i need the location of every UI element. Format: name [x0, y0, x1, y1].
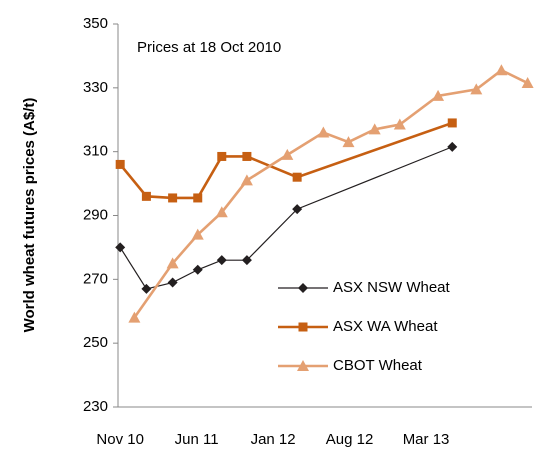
- legend-label: CBOT Wheat: [333, 357, 423, 374]
- data-point: [470, 83, 483, 95]
- data-point: [193, 193, 203, 203]
- y-tick-label: 330: [83, 79, 108, 96]
- series-line: [119, 121, 453, 200]
- data-point: [216, 255, 227, 266]
- data-point: [447, 118, 457, 128]
- x-tick-label: Jun 11: [175, 431, 219, 448]
- data-point: [368, 123, 381, 135]
- y-tick-label: 270: [83, 270, 108, 287]
- data-point: [141, 191, 151, 201]
- legend-label: ASX WA Wheat: [333, 318, 438, 335]
- y-tick-label: 290: [83, 206, 108, 223]
- data-point: [115, 242, 126, 253]
- y-axis-label: World wheat futures prices (A$/t): [21, 98, 38, 333]
- data-point: [447, 141, 458, 152]
- data-point: [432, 89, 445, 101]
- data-point: [167, 277, 178, 288]
- data-point: [240, 174, 253, 186]
- data-point: [166, 257, 179, 269]
- data-point: [115, 159, 125, 169]
- data-point: [342, 136, 355, 148]
- data-point: [495, 64, 508, 76]
- data-point: [191, 228, 204, 240]
- y-tick-label: 350: [83, 15, 108, 32]
- data-point: [281, 148, 294, 160]
- x-tick-label: Mar 13: [403, 431, 450, 448]
- legend-marker: [298, 283, 308, 293]
- y-tick-label: 310: [83, 143, 108, 160]
- data-point: [168, 193, 178, 203]
- y-tick-label: 250: [83, 334, 108, 351]
- legend-marker: [298, 322, 308, 332]
- data-point: [141, 283, 152, 294]
- x-tick-label: Aug 12: [326, 431, 374, 448]
- data-point: [242, 151, 252, 161]
- data-point: [521, 77, 534, 89]
- annotation: Prices at 18 Oct 2010: [137, 39, 281, 56]
- series-line: [133, 68, 529, 319]
- legend-label: ASX NSW Wheat: [333, 279, 451, 296]
- data-point: [292, 172, 302, 182]
- series-line: [119, 146, 453, 290]
- data-point: [192, 264, 203, 275]
- data-point: [393, 118, 406, 130]
- data-point: [241, 255, 252, 266]
- x-tick-label: Jan 12: [251, 431, 296, 448]
- x-tick-label: Nov 10: [96, 431, 144, 448]
- legend-marker: [297, 360, 309, 371]
- data-point: [317, 126, 330, 138]
- data-point: [292, 204, 303, 215]
- data-point: [128, 311, 141, 323]
- y-tick-label: 230: [83, 398, 108, 415]
- data-point: [217, 151, 227, 161]
- data-point: [215, 206, 228, 218]
